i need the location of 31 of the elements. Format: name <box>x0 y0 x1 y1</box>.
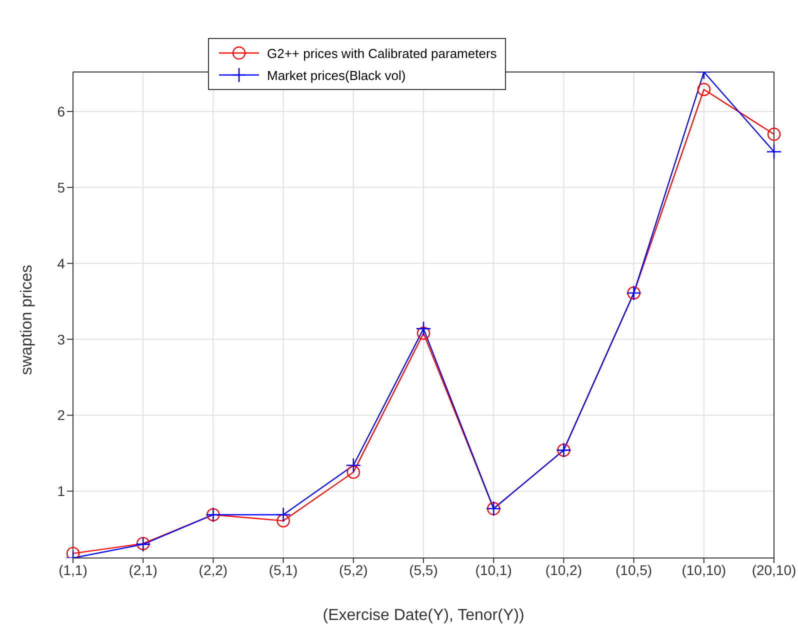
x-tick-label: (5,2) <box>339 562 368 578</box>
y-tick-label: 3 <box>57 331 66 348</box>
x-tick-label: (10,5) <box>616 562 652 578</box>
legend-label: G2++ prices with Calibrated parameters <box>267 46 497 60</box>
x-tick-label: (5,1) <box>268 562 298 578</box>
point <box>766 144 782 160</box>
x-tick-label: (1,1) <box>58 562 88 578</box>
x-tick-label: (20,10) <box>752 562 796 578</box>
x-tick-label: (10,2) <box>545 562 582 578</box>
point <box>346 458 362 474</box>
point <box>767 128 781 141</box>
point <box>66 546 80 558</box>
point <box>416 326 430 340</box>
y-tick-label: 6 <box>57 103 66 120</box>
point <box>276 514 290 528</box>
y-axis-title: swaption prices <box>18 264 36 375</box>
x-tick-label: (5,5) <box>409 562 438 578</box>
y-tick-label: 1 <box>57 483 66 500</box>
x-tick-label: (2,2) <box>198 562 228 578</box>
legend-label: Market prices(Black vol) <box>267 68 406 82</box>
x-tick-label: (10,10) <box>682 562 726 578</box>
x-tick-label: (10,1) <box>475 562 512 578</box>
x-tick-label: (2,1) <box>128 562 158 578</box>
point <box>416 321 432 336</box>
point <box>276 507 291 522</box>
point <box>697 82 710 96</box>
y-tick-label: 4 <box>57 255 66 272</box>
x-axis-title: (Exercise Date(Y), Tenor(Y)) <box>322 607 524 624</box>
y-tick-label: 5 <box>57 179 66 196</box>
y-tick-label: 2 <box>57 407 66 424</box>
point <box>346 466 360 479</box>
